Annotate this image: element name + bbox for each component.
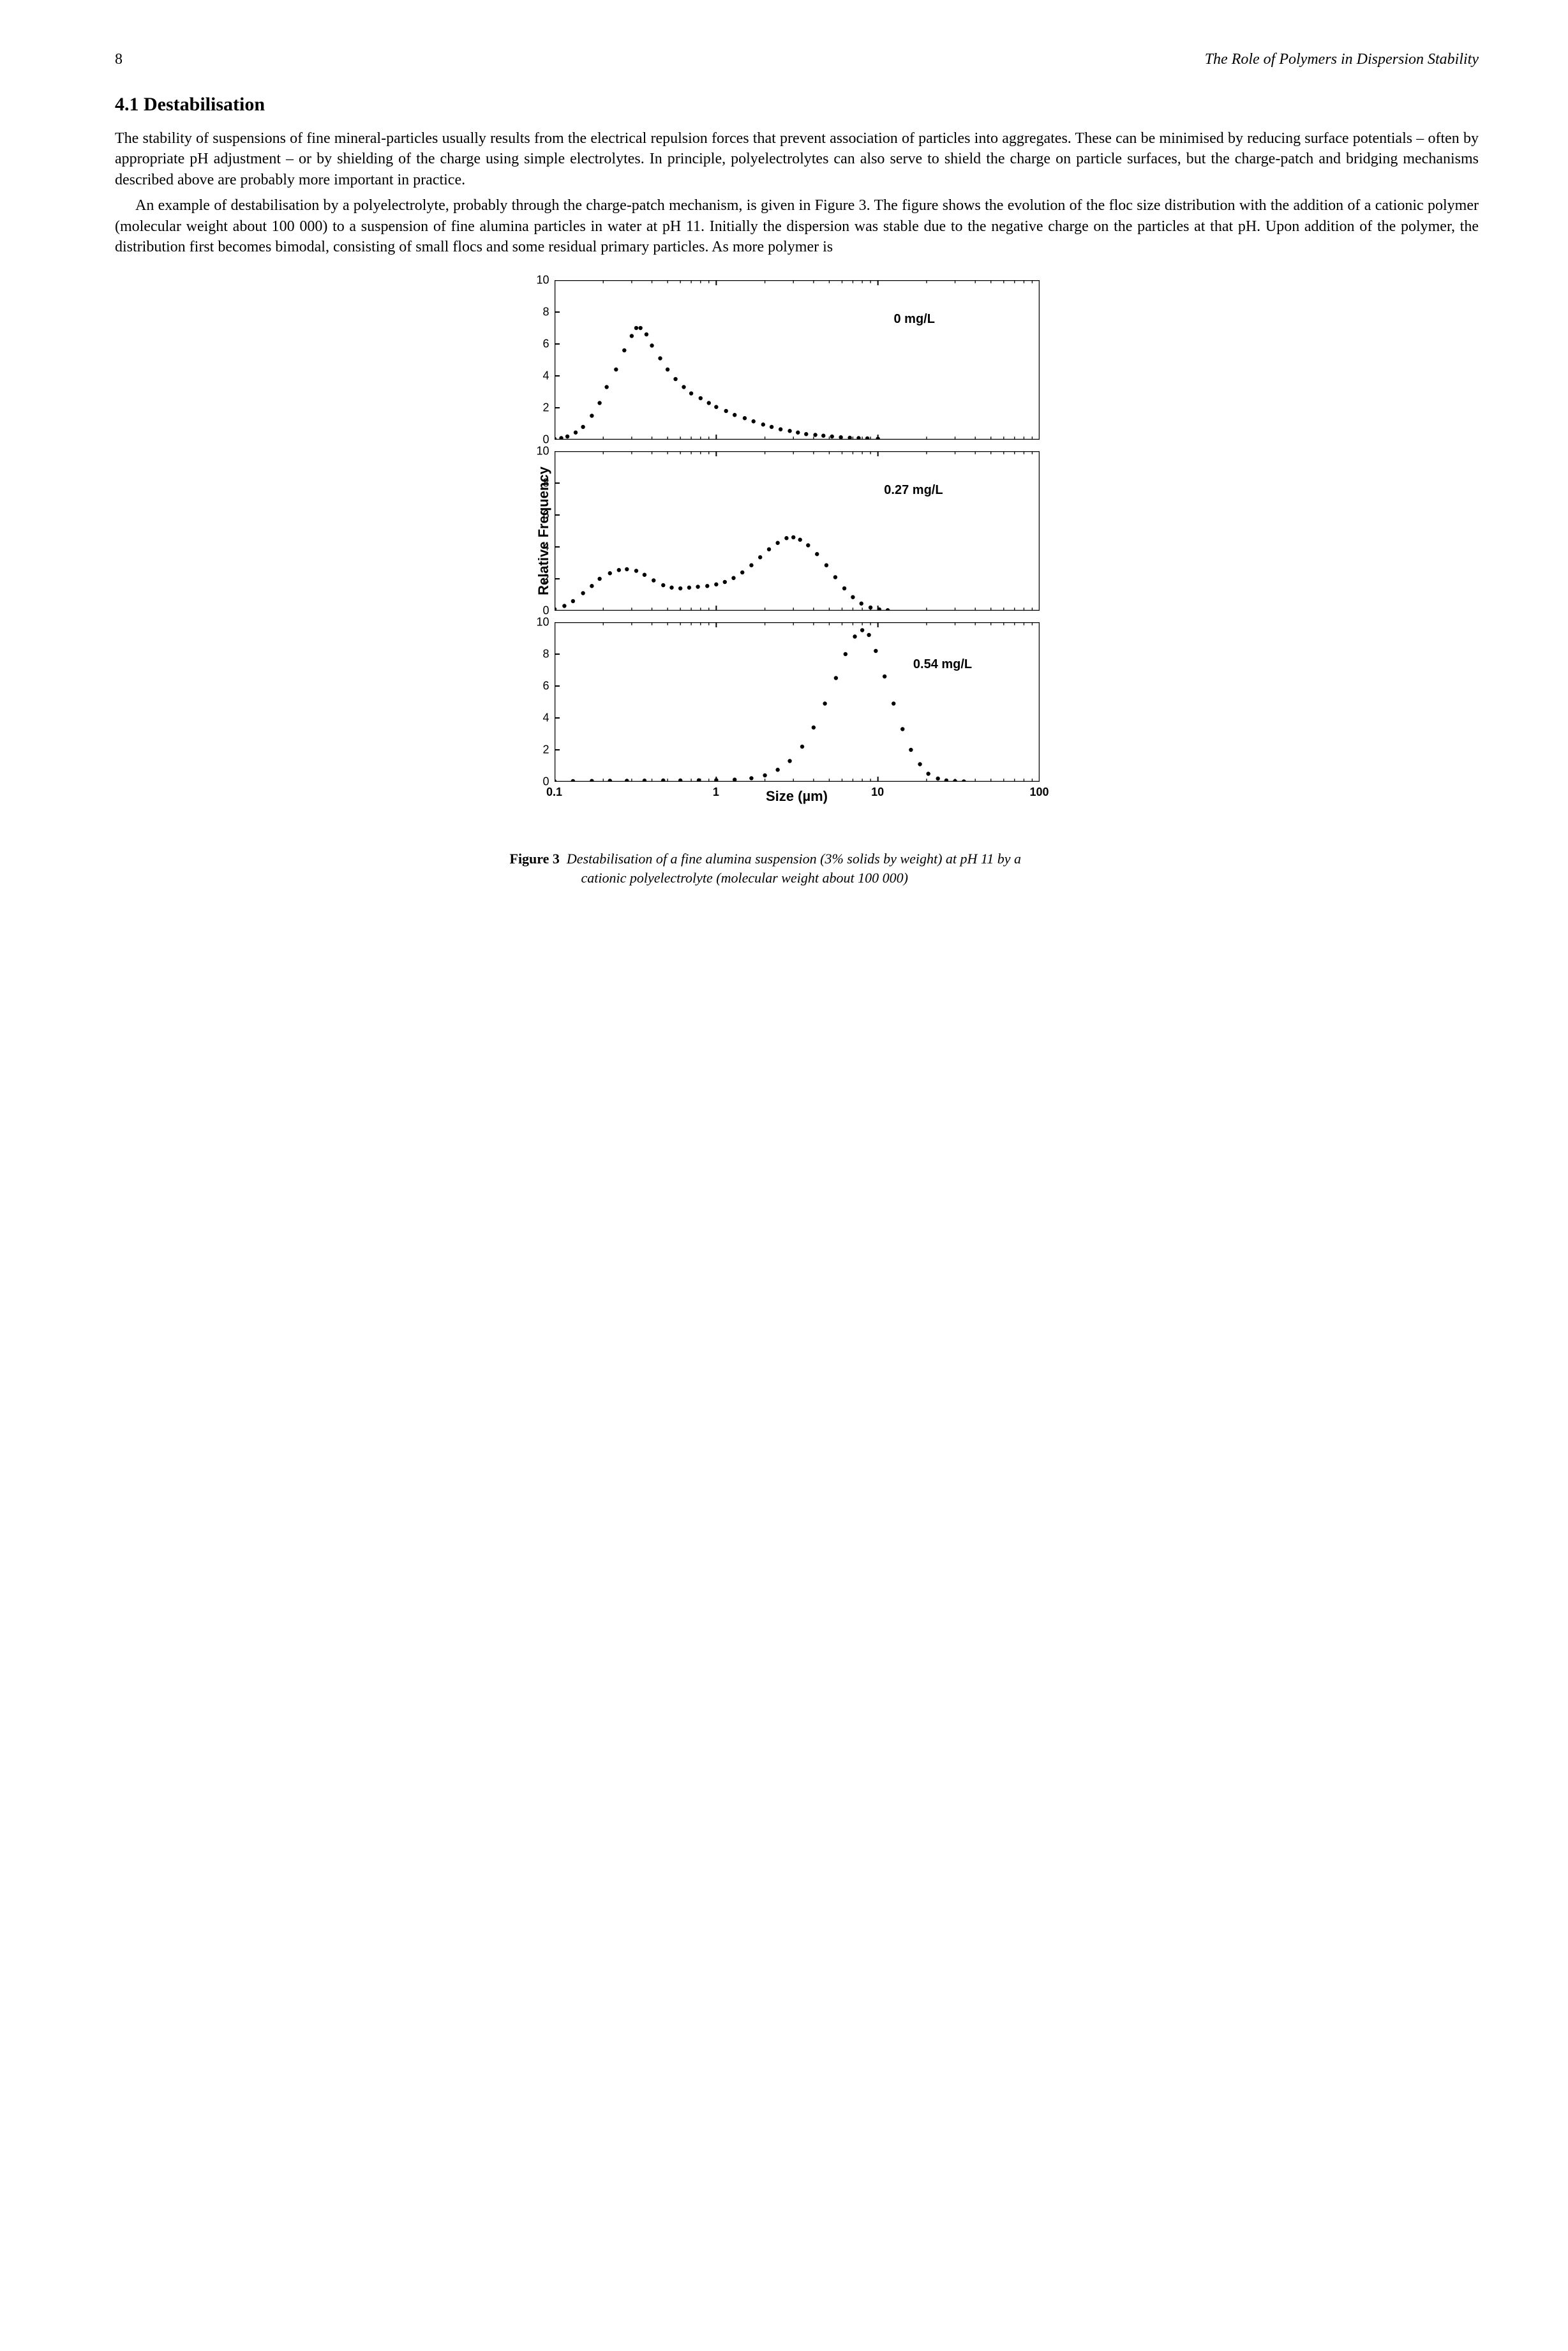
ytick-label: 2 (542, 743, 549, 757)
figure-caption-desc2: cationic polyelectrolyte (molecular weig… (510, 869, 1078, 888)
xtick-label: 0.1 (546, 786, 562, 799)
xtick-label: 100 (1029, 786, 1049, 799)
ytick-label: 6 (542, 509, 549, 522)
ytick-label: 10 (536, 616, 549, 629)
xtick-label: 1 (713, 786, 719, 799)
page-header: 8 The Role of Polymers in Dispersion Sta… (115, 51, 1479, 68)
chart-svg (555, 622, 1040, 782)
ytick-label: 4 (542, 369, 549, 383)
paragraph-2: An example of destabilisation by a polye… (115, 195, 1479, 257)
ytick-label: 10 (536, 445, 549, 458)
chart-svg (555, 280, 1040, 440)
chart-panel: 02468100.27 mg/L (555, 451, 1040, 611)
panel-series-label: 0.54 mg/L (913, 657, 972, 672)
xtick-label: 10 (871, 786, 884, 799)
ytick-label: 10 (536, 274, 549, 287)
chart-panel: 02468100 mg/L (555, 280, 1040, 440)
section-heading: 4.1 Destabilisation (115, 94, 1479, 116)
ytick-label: 6 (542, 680, 549, 693)
figure-caption: Figure 3 Destabilisation of a fine alumi… (510, 849, 1084, 887)
chart-panels: Relative Frequency 02468100 mg/L02468100… (510, 280, 1084, 782)
ytick-label: 4 (542, 712, 549, 725)
ytick-label: 4 (542, 541, 549, 554)
ytick-label: 2 (542, 401, 549, 415)
ytick-label: 6 (542, 338, 549, 351)
figure-caption-desc1: Destabilisation of a fine alumina suspen… (567, 851, 1021, 867)
page-number: 8 (115, 51, 123, 68)
panel-series-label: 0.27 mg/L (884, 483, 943, 498)
figure-3: Relative Frequency 02468100 mg/L02468100… (510, 280, 1084, 887)
ytick-label: 8 (542, 306, 549, 319)
ytick-label: 8 (542, 477, 549, 490)
chart-xlabel: Size (µm) (510, 788, 1084, 805)
chart-panel: 02468100.11101000.54 mg/L (555, 622, 1040, 782)
paragraph-1: The stability of suspensions of fine min… (115, 128, 1479, 190)
ytick-label: 2 (542, 572, 549, 586)
figure-caption-lead: Figure 3 (510, 851, 560, 867)
panel-series-label: 0 mg/L (894, 312, 935, 327)
chart-svg (555, 451, 1040, 611)
ytick-label: 8 (542, 648, 549, 661)
running-head: The Role of Polymers in Dispersion Stabi… (1205, 51, 1479, 68)
